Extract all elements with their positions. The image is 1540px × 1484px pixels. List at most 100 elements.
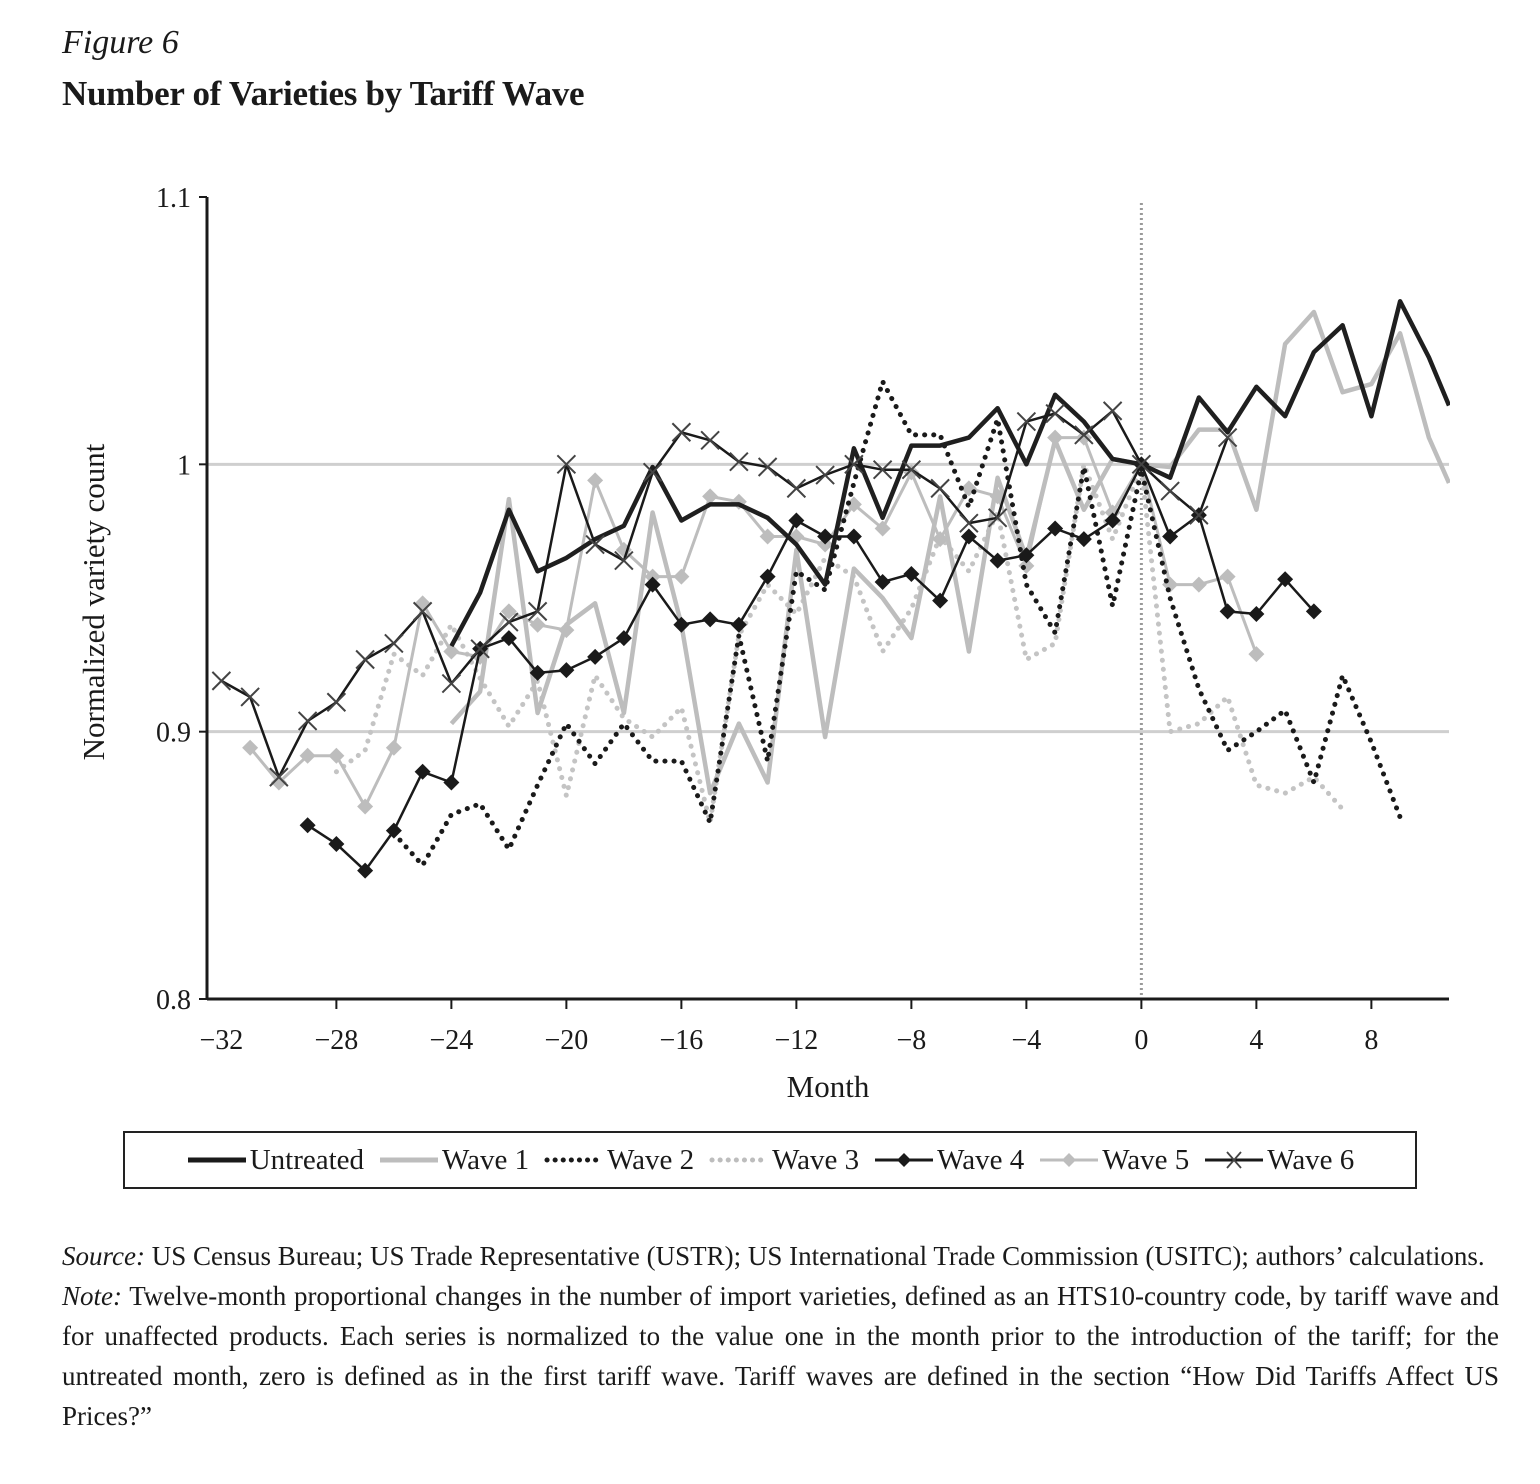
series-wave-6 xyxy=(211,401,1238,787)
data-point-marker xyxy=(1189,505,1209,525)
plot-right-mask xyxy=(1450,150,1540,1050)
data-point-marker xyxy=(385,739,402,756)
data-point-marker xyxy=(845,496,862,513)
data-point-marker xyxy=(299,747,316,764)
data-point-marker xyxy=(556,454,577,475)
data-point-marker xyxy=(1045,403,1065,424)
legend-swatch-black-diamond xyxy=(875,1153,934,1167)
data-point-marker xyxy=(702,611,719,628)
data-point-marker xyxy=(930,478,950,499)
data-point-marker xyxy=(443,774,460,791)
gridlines xyxy=(207,462,1449,734)
data-point-marker xyxy=(673,616,690,633)
chart-legend: Untreated Wave 1 Wave 2 Wave 3 Wave 4 Wa… xyxy=(123,1131,1417,1189)
data-point-marker xyxy=(1277,571,1294,588)
legend-item-wave-3: Wave 3 xyxy=(708,1144,859,1177)
data-point-marker xyxy=(815,465,835,485)
axes: 0.8 0.9 1 1.1 −32 −28 −24 −20 −16 −12 −8 −4 0 4 8 xyxy=(156,183,1449,1056)
data-point-marker xyxy=(527,601,548,622)
data-point-marker xyxy=(355,649,375,670)
data-point-marker xyxy=(240,687,260,707)
x-tick-label: 0 xyxy=(1134,1025,1148,1056)
data-point-marker xyxy=(932,592,949,609)
data-point-marker xyxy=(443,643,460,660)
data-point-marker xyxy=(673,568,690,585)
data-point-marker xyxy=(297,711,318,731)
data-point-marker xyxy=(328,747,345,764)
x-tick-label: −20 xyxy=(544,1025,588,1056)
y-tick-label: 0.9 xyxy=(156,718,191,749)
data-point-marker xyxy=(671,422,692,442)
x-axis-title: Month xyxy=(787,1069,870,1104)
series-wave-4 xyxy=(299,456,1322,879)
data-point-marker xyxy=(242,739,259,756)
data-point-marker xyxy=(470,639,490,659)
x-tick-label: −16 xyxy=(659,1025,703,1056)
data-point-marker xyxy=(759,568,776,585)
series-group xyxy=(211,150,1540,1050)
legend-item-wave-6: Wave 6 xyxy=(1203,1144,1354,1177)
legend-label: Wave 3 xyxy=(772,1143,860,1176)
legend-item-wave-5: Wave 5 xyxy=(1038,1144,1189,1177)
data-point-marker xyxy=(529,664,546,681)
legend-label: Wave 5 xyxy=(1102,1143,1190,1176)
data-point-marker xyxy=(1047,429,1064,446)
data-point-marker xyxy=(1248,606,1265,623)
series-line-wave-5 xyxy=(248,436,1258,808)
data-point-marker xyxy=(1219,603,1236,620)
data-point-marker xyxy=(1219,568,1236,585)
legend-swatch-solid-thick-black xyxy=(187,1157,246,1163)
data-point-marker xyxy=(558,622,575,639)
data-point-marker xyxy=(1217,427,1238,448)
data-point-marker xyxy=(874,573,891,590)
data-point-marker xyxy=(644,568,661,585)
data-point-marker xyxy=(817,536,834,553)
data-point-marker xyxy=(644,576,661,593)
legend-label: Untreated xyxy=(249,1143,365,1176)
data-point-marker xyxy=(1131,454,1152,475)
data-point-marker xyxy=(932,531,949,548)
series-line-wave-3 xyxy=(333,461,1346,826)
data-point-marker xyxy=(587,472,604,489)
data-point-marker xyxy=(211,671,232,691)
data-point-marker xyxy=(960,528,977,545)
y-axis-title: Normalized variety count xyxy=(76,443,111,760)
data-point-marker xyxy=(642,462,663,483)
series-wave-1 xyxy=(449,309,1452,796)
figure-title: Number of Varieties by Tariff Wave xyxy=(62,74,585,113)
series-wave-2 xyxy=(391,379,1403,868)
data-point-marker xyxy=(1102,401,1123,421)
x-tick-label: −8 xyxy=(896,1025,926,1056)
legend-label: Wave 1 xyxy=(442,1143,530,1176)
data-point-marker xyxy=(1018,557,1035,574)
data-point-marker xyxy=(385,822,402,839)
y-tick-label: 0.8 xyxy=(156,985,191,1016)
series-untreated xyxy=(449,299,1452,648)
legend-label: Wave 4 xyxy=(937,1143,1025,1176)
data-point-marker xyxy=(1016,411,1037,432)
figure-notes: Source: US Census Bureau; US Trade Repre… xyxy=(62,1236,1499,1436)
x-tick-label: −4 xyxy=(1011,1025,1041,1056)
data-point-marker xyxy=(299,817,316,834)
data-point-marker xyxy=(759,528,776,545)
x-tick-label: 8 xyxy=(1364,1025,1378,1056)
legend-swatch-dotted-gray xyxy=(709,1157,771,1163)
figure-label: Figure 6 xyxy=(62,24,179,61)
note-paragraph: Note: Twelve-month proportional changes … xyxy=(62,1276,1499,1436)
data-point-marker xyxy=(729,451,749,472)
source-note: Source: US Census Bureau; US Trade Repre… xyxy=(62,1236,1499,1276)
data-point-marker xyxy=(414,763,431,780)
data-point-marker xyxy=(959,513,979,533)
note-label: Note: xyxy=(62,1281,122,1311)
data-point-marker xyxy=(788,512,805,529)
data-point-marker xyxy=(500,630,517,647)
data-point-marker xyxy=(1160,481,1180,501)
legend-label: Wave 6 xyxy=(1267,1143,1355,1176)
data-point-marker xyxy=(901,459,922,480)
data-point-marker xyxy=(499,612,519,632)
data-point-marker xyxy=(500,603,517,620)
data-point-marker xyxy=(357,862,374,879)
data-point-marker xyxy=(989,552,1006,569)
data-point-marker xyxy=(786,478,807,499)
data-point-marker xyxy=(412,601,433,622)
